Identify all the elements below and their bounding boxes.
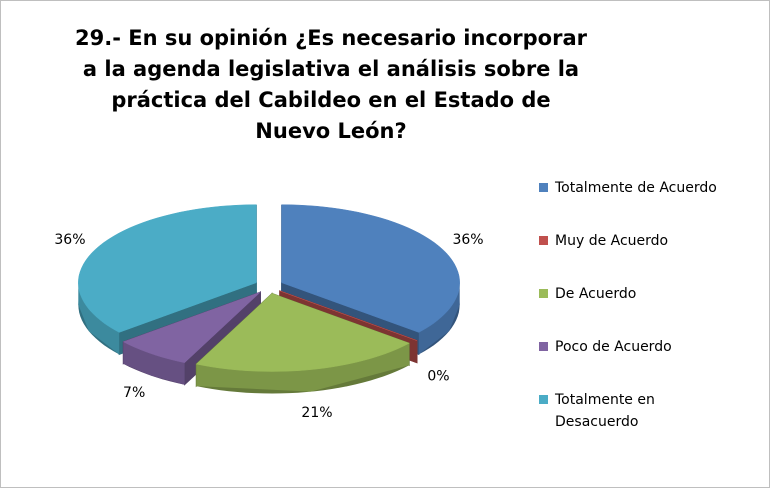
data-label: 36% xyxy=(452,232,483,248)
legend-label: Muy de Acuerdo xyxy=(555,233,669,249)
legend-swatch xyxy=(539,289,548,298)
legend-label: Totalmente en Desacuerdo xyxy=(555,392,655,430)
slice-side xyxy=(123,341,185,385)
legend-label: Poco de Acuerdo xyxy=(555,339,672,355)
legend-swatch xyxy=(539,236,548,245)
slice-group xyxy=(195,292,410,394)
legend-entry: Muy de Acuerdo xyxy=(539,230,769,252)
data-label: 0% xyxy=(427,369,449,385)
legend-entry: Totalmente de Acuerdo xyxy=(539,177,769,199)
legend-label: De Acuerdo xyxy=(555,286,637,302)
slice xyxy=(78,204,257,333)
slice-group xyxy=(122,290,261,386)
legend-swatch xyxy=(539,395,548,404)
legend-entry: Totalmente en Desacuerdo xyxy=(539,389,769,433)
legend-label: Totalmente de Acuerdo xyxy=(555,180,717,196)
legend-swatch xyxy=(539,342,548,351)
legend-entry: Poco de Acuerdo xyxy=(539,336,769,358)
chart-title: 29.- En su opinión ¿Es necesario incorpo… xyxy=(75,26,587,143)
legend-entry: De Acuerdo xyxy=(539,283,769,305)
slice xyxy=(122,291,261,363)
data-label: 21% xyxy=(301,405,332,421)
data-label: 7% xyxy=(123,385,145,401)
slice xyxy=(279,290,417,341)
slice-side xyxy=(418,282,460,355)
slice-group xyxy=(281,204,460,356)
slice xyxy=(281,204,460,333)
slice-side xyxy=(78,282,120,355)
slice xyxy=(195,293,410,372)
data-label: 36% xyxy=(54,232,85,248)
legend-swatch xyxy=(539,183,548,192)
slice-side xyxy=(196,343,410,392)
